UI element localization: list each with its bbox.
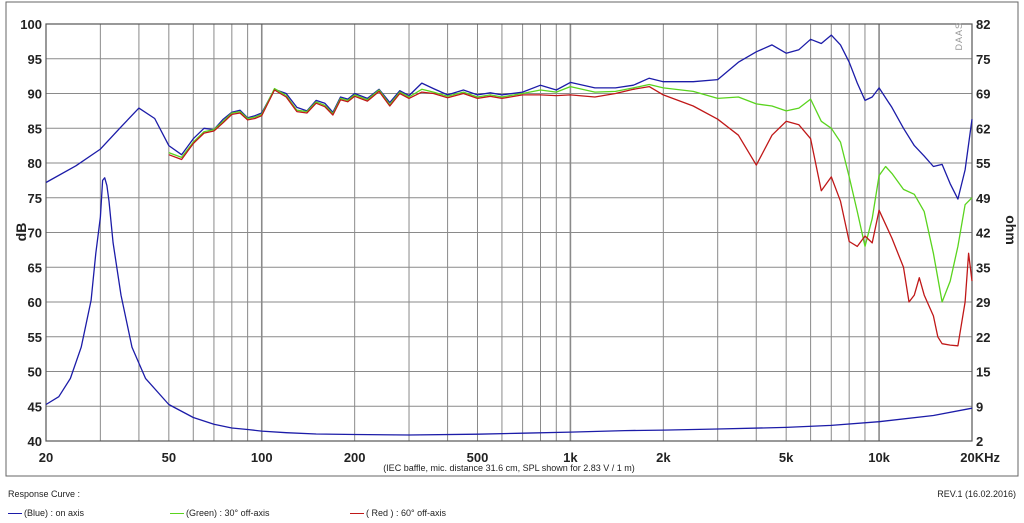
legend-label-green: (Green) : 30° off-axis <box>186 508 270 518</box>
grid <box>45 23 973 442</box>
y-right-tick-label: 75 <box>976 52 990 67</box>
y-right-tick-label: 22 <box>976 330 990 345</box>
y-right-tick-label: 2 <box>976 434 983 449</box>
plot-border <box>45 23 973 442</box>
y-right-axis-label: ohm <box>1003 215 1019 245</box>
y-right-tick-label: 42 <box>976 226 990 241</box>
y-left-tick-label: 85 <box>28 121 42 136</box>
y-left-tick-label: 80 <box>28 156 42 171</box>
y-left-tick-label: 90 <box>28 87 42 102</box>
legend-swatch-red <box>350 513 364 515</box>
legend-title: Response Curve : <box>8 489 81 499</box>
x-tick-label: 10k <box>868 450 890 465</box>
y-right-tick-label: 9 <box>976 399 983 414</box>
x-axis-ticks: 20 50 100 200 500 1k 2k 5k 10k 20KHz <box>39 450 1001 465</box>
y-left-tick-label: 100 <box>20 17 42 32</box>
y-right-tick-label: 49 <box>976 191 990 206</box>
y-right-tick-label: 82 <box>976 17 990 32</box>
x-tick-label: 20KHz <box>960 450 1000 465</box>
y-right-tick-label: 29 <box>976 295 990 310</box>
y-left-tick-label: 45 <box>28 399 42 414</box>
y-left-tick-label: 40 <box>28 434 42 449</box>
legend-label-red: ( Red ) : 60° off-axis <box>366 508 446 518</box>
watermark: DAAS <box>954 22 964 51</box>
y-left-axis-label: dB <box>13 223 29 242</box>
x-tick-label: 50 <box>162 450 176 465</box>
y-left-tick-label: 65 <box>28 260 42 275</box>
x-tick-label: 20 <box>39 450 53 465</box>
y-left-tick-label: 55 <box>28 330 42 345</box>
revision-label: REV.1 (16.02.2016) <box>937 489 1016 499</box>
chart-frame <box>5 1 1019 477</box>
legend-item-red: ( Red ) : 60° off-axis <box>350 508 446 518</box>
series-line-30deg <box>168 83 973 303</box>
y-left-tick-label: 75 <box>28 191 42 206</box>
measurement-note: (IEC baffle, mic. distance 31.6 cm, SPL … <box>383 463 635 473</box>
legend-label-blue: (Blue) : on axis <box>24 508 85 518</box>
y-left-tick-label: 60 <box>28 295 42 310</box>
x-tick-label: 100 <box>251 450 273 465</box>
y-right-tick-label: 69 <box>976 87 990 102</box>
x-tick-label: 5k <box>779 450 794 465</box>
curves <box>45 34 973 436</box>
y-left-tick-label: 95 <box>28 52 42 67</box>
y-right-tick-label: 15 <box>976 365 990 380</box>
y-right-tick-label: 62 <box>976 121 990 136</box>
x-tick-label: 1k <box>563 450 578 465</box>
y-left-tick-label: 70 <box>28 226 42 241</box>
legend-swatch-green <box>170 513 184 515</box>
x-tick-label: 500 <box>467 450 489 465</box>
series-line-on-axis <box>45 34 973 200</box>
y-right-tick-label: 35 <box>976 260 990 275</box>
legend-item-blue: (Blue) : on axis <box>8 508 84 518</box>
x-tick-label: 200 <box>344 450 366 465</box>
y-right-tick-label: 55 <box>976 156 990 171</box>
legend-item-green: (Green) : 30° off-axis <box>170 508 269 518</box>
frequency-response-chart: 20 50 100 200 500 1k 2k 5k 10k 20KHz 40 45 50 55 60 65… <box>5 1 1019 477</box>
series-line-60deg <box>168 85 973 347</box>
y-left-tick-label: 50 <box>28 365 42 380</box>
x-tick-label: 2k <box>656 450 671 465</box>
series-line-impedance <box>45 177 973 436</box>
legend-swatch-blue <box>8 513 22 515</box>
y-left-ticks: 40 45 50 55 60 65 70 75 80 85 90 95 100 <box>20 17 42 449</box>
